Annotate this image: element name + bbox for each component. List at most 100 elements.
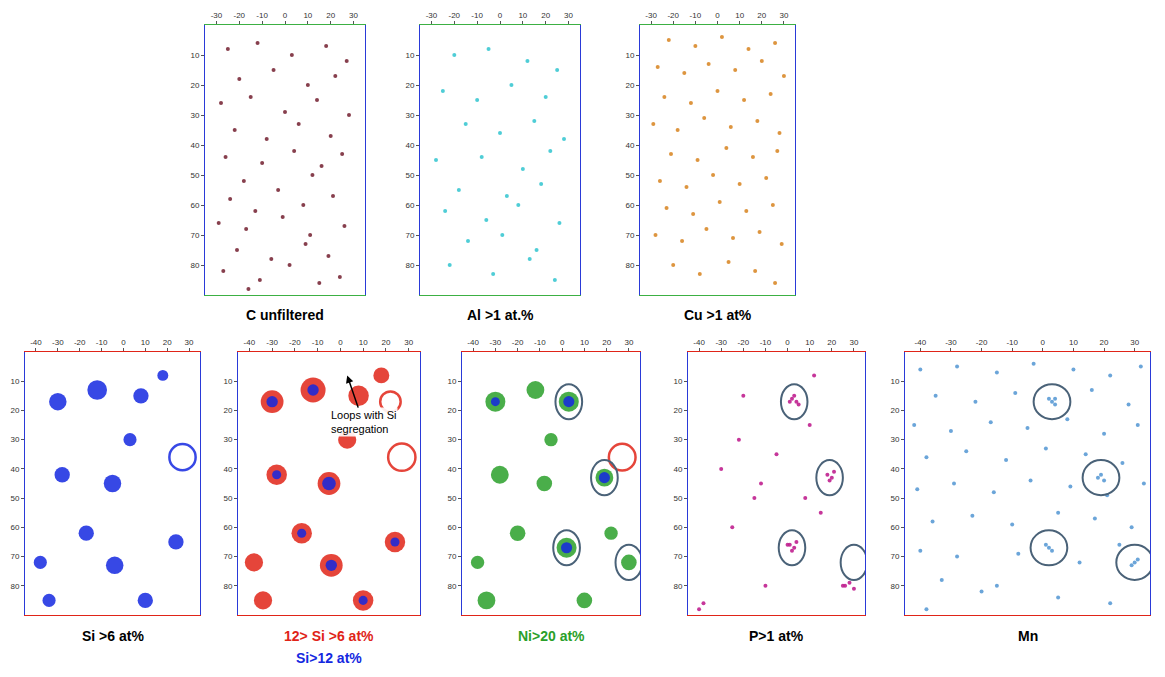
svg-text:20: 20 (326, 11, 335, 20)
svg-text:Si>12 at%: Si>12 at% (296, 650, 362, 666)
svg-text:-30: -30 (211, 11, 223, 20)
svg-text:50: 50 (890, 494, 899, 503)
svg-text:Ni>20 at%: Ni>20 at% (518, 628, 585, 644)
svg-text:40: 40 (10, 465, 19, 474)
svg-text:80: 80 (890, 582, 899, 591)
svg-text:50: 50 (10, 494, 19, 503)
svg-text:80: 80 (447, 582, 456, 591)
svg-text:30: 30 (625, 111, 634, 120)
svg-text:50: 50 (673, 494, 682, 503)
svg-text:-30: -30 (945, 338, 957, 347)
svg-text:30: 30 (404, 338, 413, 347)
svg-text:-30: -30 (645, 11, 657, 20)
svg-text:-20: -20 (512, 338, 524, 347)
svg-text:0: 0 (1041, 338, 1046, 347)
svg-text:20: 20 (381, 338, 390, 347)
svg-text:50: 50 (625, 171, 634, 180)
svg-text:70: 70 (405, 231, 414, 240)
svg-text:Al >1 at.%: Al >1 at.% (467, 307, 534, 323)
svg-text:20: 20 (190, 81, 199, 90)
svg-text:10: 10 (518, 11, 527, 20)
svg-text:10: 10 (405, 51, 414, 60)
svg-text:80: 80 (223, 582, 232, 591)
svg-text:60: 60 (890, 523, 899, 532)
svg-text:Mn: Mn (1018, 628, 1038, 644)
svg-text:20: 20 (223, 406, 232, 415)
svg-text:-30: -30 (266, 338, 278, 347)
svg-text:30: 30 (1130, 338, 1139, 347)
svg-text:-40: -40 (693, 338, 705, 347)
svg-text:-30: -30 (715, 338, 727, 347)
svg-text:10: 10 (447, 377, 456, 386)
svg-text:-20: -20 (449, 11, 461, 20)
svg-text:Si >6 at%: Si >6 at% (82, 628, 144, 644)
svg-text:20: 20 (541, 11, 550, 20)
svg-text:-20: -20 (74, 338, 86, 347)
svg-text:10: 10 (735, 11, 744, 20)
svg-text:-20: -20 (289, 338, 301, 347)
svg-text:50: 50 (223, 494, 232, 503)
svg-text:-30: -30 (426, 11, 438, 20)
svg-text:20: 20 (447, 406, 456, 415)
svg-text:30: 30 (405, 111, 414, 120)
svg-text:40: 40 (405, 141, 414, 150)
svg-text:40: 40 (673, 465, 682, 474)
svg-text:-20: -20 (738, 338, 750, 347)
svg-text:30: 30 (447, 435, 456, 444)
svg-text:20: 20 (625, 81, 634, 90)
svg-text:80: 80 (625, 261, 634, 270)
svg-text:60: 60 (190, 201, 199, 210)
svg-text:20: 20 (827, 338, 836, 347)
svg-text:30: 30 (624, 338, 633, 347)
svg-text:-10: -10 (312, 338, 324, 347)
svg-text:70: 70 (673, 552, 682, 561)
svg-text:60: 60 (447, 523, 456, 532)
svg-text:60: 60 (223, 523, 232, 532)
svg-text:20: 20 (1100, 338, 1109, 347)
svg-text:30: 30 (10, 435, 19, 444)
svg-text:20: 20 (602, 338, 611, 347)
svg-text:0: 0 (498, 11, 503, 20)
svg-text:10: 10 (890, 377, 899, 386)
svg-text:60: 60 (625, 201, 634, 210)
svg-text:10: 10 (303, 11, 312, 20)
svg-text:-10: -10 (690, 11, 702, 20)
svg-text:P>1 at%: P>1 at% (749, 628, 804, 644)
svg-text:80: 80 (10, 582, 19, 591)
svg-text:30: 30 (779, 11, 788, 20)
svg-text:0: 0 (338, 338, 343, 347)
svg-text:-30: -30 (490, 338, 502, 347)
svg-text:50: 50 (405, 171, 414, 180)
svg-text:-20: -20 (976, 338, 988, 347)
svg-text:20: 20 (10, 406, 19, 415)
svg-text:20: 20 (890, 406, 899, 415)
svg-text:60: 60 (673, 523, 682, 532)
svg-text:20: 20 (405, 81, 414, 90)
svg-text:40: 40 (190, 141, 199, 150)
svg-text:30: 30 (190, 111, 199, 120)
svg-text:-40: -40 (30, 338, 42, 347)
svg-text:-40: -40 (467, 338, 479, 347)
svg-text:80: 80 (190, 261, 199, 270)
svg-text:-40: -40 (244, 338, 256, 347)
svg-text:20: 20 (757, 11, 766, 20)
svg-text:10: 10 (10, 377, 19, 386)
svg-text:50: 50 (447, 494, 456, 503)
svg-text:10: 10 (673, 377, 682, 386)
svg-text:30: 30 (223, 435, 232, 444)
svg-text:0: 0 (715, 11, 720, 20)
svg-text:40: 40 (890, 465, 899, 474)
svg-text:30: 30 (564, 11, 573, 20)
svg-text:-20: -20 (234, 11, 246, 20)
svg-text:40: 40 (223, 465, 232, 474)
svg-text:50: 50 (190, 171, 199, 180)
svg-text:-10: -10 (256, 11, 268, 20)
svg-text:10: 10 (625, 51, 634, 60)
svg-text:30: 30 (849, 338, 858, 347)
svg-text:80: 80 (405, 261, 414, 270)
svg-text:30: 30 (890, 435, 899, 444)
svg-text:0: 0 (121, 338, 126, 347)
svg-text:-10: -10 (1006, 338, 1018, 347)
svg-text:-20: -20 (667, 11, 679, 20)
svg-text:60: 60 (405, 201, 414, 210)
